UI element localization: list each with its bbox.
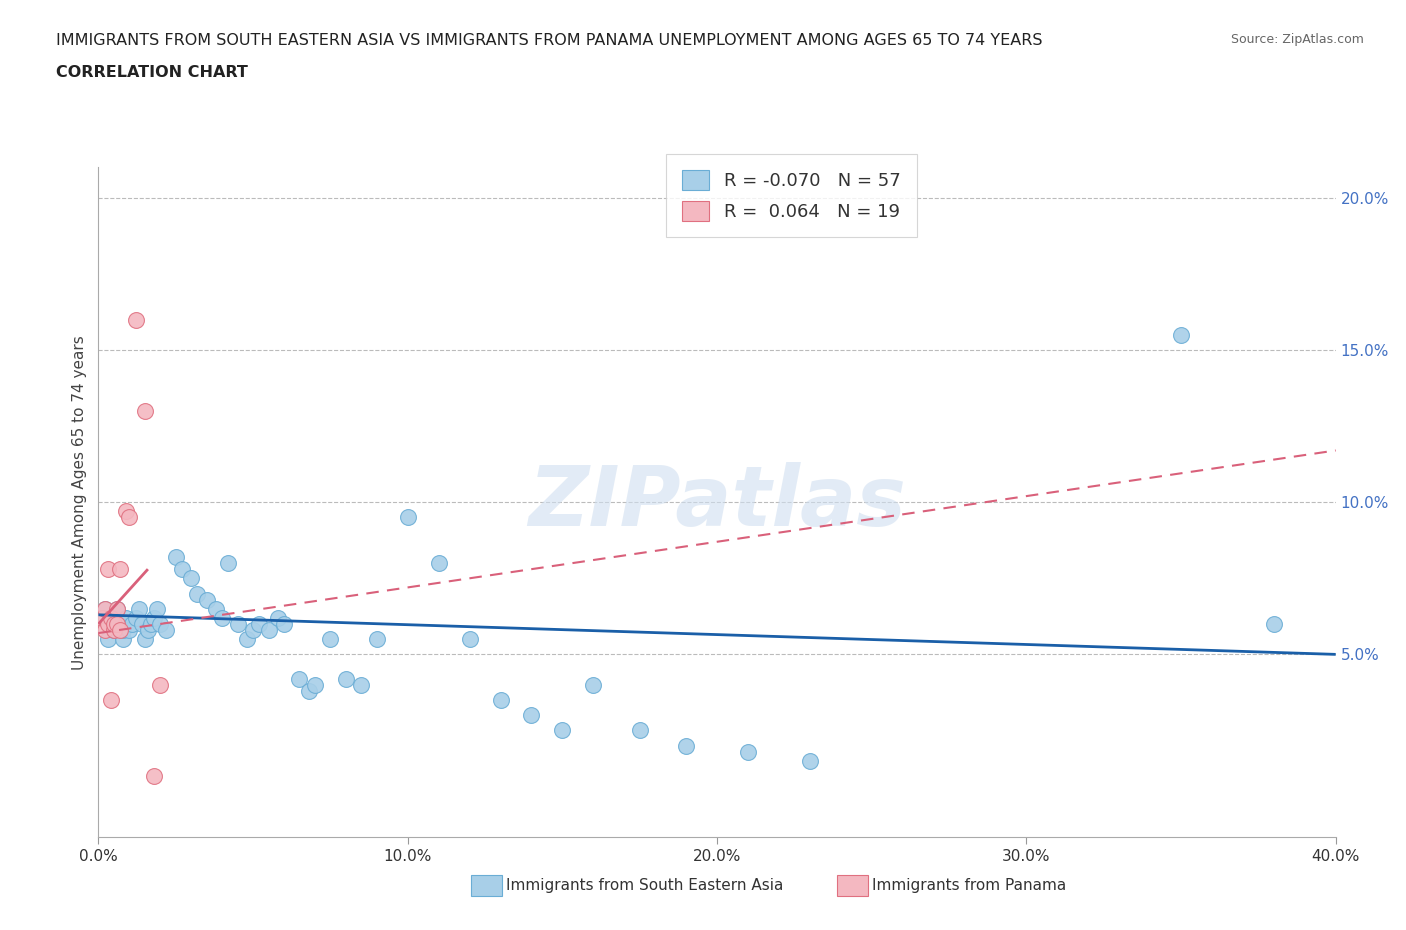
Point — [93, 602, 115, 617]
Text: Source: ZipAtlas.com: Source: ZipAtlas.com — [1230, 33, 1364, 46]
Point — [195, 592, 218, 607]
Point — [121, 617, 143, 631]
Point — [675, 738, 697, 753]
Point — [298, 684, 321, 698]
Point — [737, 744, 759, 759]
Point — [143, 769, 166, 784]
Point — [242, 622, 264, 637]
Point — [115, 610, 138, 625]
Y-axis label: Unemployment Among Ages 65 to 74 years: Unemployment Among Ages 65 to 74 years — [72, 335, 87, 670]
Text: Immigrants from Panama: Immigrants from Panama — [872, 878, 1066, 893]
Point — [128, 602, 150, 617]
Point — [105, 602, 128, 617]
Point — [136, 622, 159, 637]
Point — [134, 631, 156, 646]
Point — [149, 617, 172, 631]
Point — [97, 562, 120, 577]
Point — [118, 622, 141, 637]
Point — [97, 617, 120, 631]
Point — [211, 610, 233, 625]
Point — [217, 555, 239, 570]
Point — [112, 622, 135, 637]
Point — [146, 602, 169, 617]
Point — [799, 753, 821, 768]
Point — [103, 622, 125, 637]
Point — [115, 504, 138, 519]
Point — [396, 510, 419, 525]
Text: IMMIGRANTS FROM SOUTH EASTERN ASIA VS IMMIGRANTS FROM PANAMA UNEMPLOYMENT AMONG : IMMIGRANTS FROM SOUTH EASTERN ASIA VS IM… — [56, 33, 1043, 47]
Point — [180, 571, 202, 586]
Point — [205, 602, 228, 617]
Point — [366, 631, 388, 646]
Point — [143, 610, 166, 625]
Point — [551, 723, 574, 737]
Point — [108, 617, 131, 631]
Point — [273, 617, 295, 631]
Point — [267, 610, 290, 625]
Point — [319, 631, 342, 646]
Point — [124, 610, 146, 625]
Point — [103, 622, 125, 637]
Point — [124, 312, 146, 327]
Point — [1170, 327, 1192, 342]
Point — [165, 550, 187, 565]
Point — [103, 610, 125, 625]
Point — [304, 677, 326, 692]
Point — [257, 622, 280, 637]
Point — [288, 671, 311, 686]
Point — [93, 602, 115, 617]
Point — [149, 677, 172, 692]
Point — [247, 617, 270, 631]
Point — [628, 723, 651, 737]
Point — [458, 631, 481, 646]
Point — [105, 617, 128, 631]
Point — [134, 404, 156, 418]
Point — [335, 671, 357, 686]
Point — [108, 562, 131, 577]
Point — [582, 677, 605, 692]
Point — [90, 610, 112, 625]
Point — [489, 693, 512, 708]
Point — [170, 562, 193, 577]
Point — [97, 631, 120, 646]
Point — [226, 617, 249, 631]
Point — [520, 708, 543, 723]
Point — [100, 610, 122, 625]
Point — [139, 617, 162, 631]
Point — [1263, 617, 1285, 631]
Point — [112, 631, 135, 646]
Point — [100, 617, 122, 631]
Point — [108, 622, 131, 637]
Point — [93, 622, 115, 637]
Point — [427, 555, 450, 570]
Point — [155, 622, 177, 637]
Text: ZIPatlas: ZIPatlas — [529, 461, 905, 543]
Legend: R = -0.070   N = 57, R =  0.064   N = 19: R = -0.070 N = 57, R = 0.064 N = 19 — [666, 154, 917, 237]
Point — [100, 693, 122, 708]
Point — [236, 631, 259, 646]
Point — [186, 586, 208, 601]
Point — [131, 617, 153, 631]
Point — [105, 602, 128, 617]
Point — [118, 510, 141, 525]
Text: CORRELATION CHART: CORRELATION CHART — [56, 65, 247, 80]
Point — [103, 617, 125, 631]
Text: Immigrants from South Eastern Asia: Immigrants from South Eastern Asia — [506, 878, 783, 893]
Point — [350, 677, 373, 692]
